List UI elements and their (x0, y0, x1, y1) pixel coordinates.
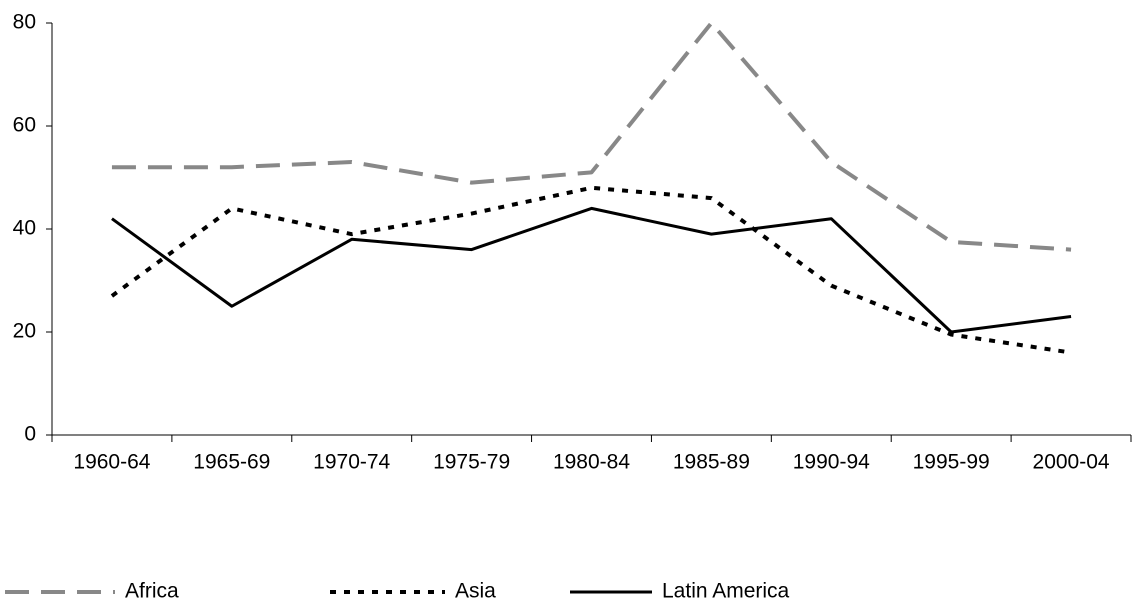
x-tick-label: 2000-04 (1033, 451, 1110, 474)
legend-label: Asia (455, 580, 496, 603)
y-tick-label: 20 (13, 320, 36, 343)
series-line (110, 185, 1072, 355)
x-tick-label: 1975-79 (433, 451, 510, 474)
y-tick-label: 80 (13, 11, 36, 34)
x-tick-label: 1980-84 (553, 451, 630, 474)
legend-label: Africa (125, 580, 179, 603)
y-tick-label: 0 (24, 423, 36, 446)
x-tick-label: 1970-74 (313, 451, 390, 474)
y-tick-label: 40 (13, 217, 36, 240)
x-tick-label: 1960-64 (73, 451, 150, 474)
x-tick-label: 1965-69 (193, 451, 270, 474)
legend-label: Latin America (662, 580, 790, 603)
x-tick-label: 1995-99 (913, 451, 990, 474)
x-tick-label: 1990-94 (793, 451, 870, 474)
x-tick-label: 1985-89 (673, 451, 750, 474)
series-line (111, 21, 1072, 252)
y-tick-label: 60 (13, 114, 36, 137)
series-line (111, 206, 1072, 334)
